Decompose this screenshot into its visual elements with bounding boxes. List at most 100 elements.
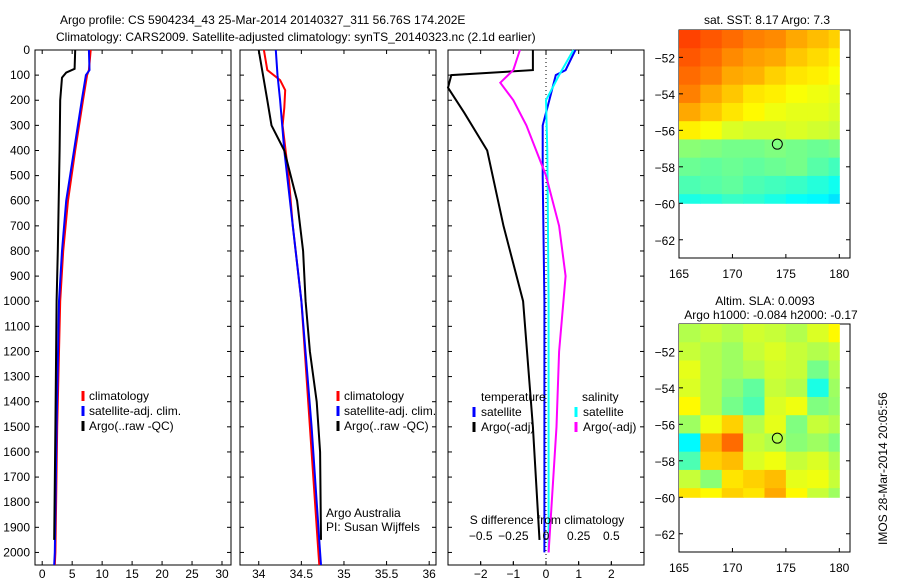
x-tick-label: 34.5 (290, 567, 314, 580)
heatmap-cell (764, 324, 787, 343)
heatmap-cell (743, 433, 765, 453)
plot-axes-1 (34, 49, 232, 566)
heatmap-cell (807, 342, 830, 361)
lon-tick-label: 170 (722, 267, 742, 281)
y-tick-label: 800 (10, 244, 30, 258)
heatmap-cell (700, 66, 723, 86)
heatmap-cell (785, 139, 808, 159)
heatmap-cell (785, 157, 808, 177)
heatmap-cell (764, 378, 787, 398)
heatmap-cell (700, 469, 723, 489)
heatmap-cell (807, 378, 830, 398)
heatmap-cell (743, 48, 765, 67)
heatmap-cell (764, 194, 787, 204)
heatmap-cell (721, 396, 744, 416)
heatmap-cell (828, 121, 840, 140)
heatmap-cell (764, 175, 787, 195)
x2-tick-label: 0 (543, 529, 550, 543)
lat-tick-label: −54 (655, 382, 676, 396)
lon-tick-label: 165 (669, 561, 689, 575)
heatmap-cell (828, 396, 840, 416)
y-tick-label: 500 (10, 169, 30, 183)
heatmap-cell (743, 324, 765, 343)
heatmap-cell (700, 102, 723, 122)
y-tick-label: 900 (10, 269, 30, 283)
heatmap-cell (700, 139, 723, 159)
heatmap-cell (721, 488, 744, 498)
lat-tick-label: −52 (655, 51, 676, 65)
legend-label: satellite (481, 405, 522, 419)
heatmap-cell (785, 415, 808, 434)
heatmap-cell (785, 84, 808, 104)
y-tick-label: 1400 (3, 395, 30, 409)
heatmap-cell (721, 157, 744, 177)
y-tick-label: 1100 (4, 319, 30, 333)
heatmap-cell (700, 342, 723, 361)
heatmap-cell (700, 84, 723, 104)
heatmap-cell (679, 194, 701, 204)
series-line-satellite-adj-clim- (274, 49, 322, 566)
heatmap-cell (721, 415, 744, 434)
heatmap-cell (721, 121, 744, 140)
heatmap-cell (721, 342, 744, 361)
heatmap-cell (700, 30, 723, 49)
heatmap-cell (807, 324, 830, 343)
heatmap-cell (828, 469, 840, 489)
heatmap-cell (828, 66, 840, 86)
lat-tick-label: −60 (655, 197, 676, 211)
heatmap-cell (785, 194, 808, 204)
x-tick-label: 2 (608, 567, 615, 580)
heatmap-cell (679, 469, 701, 489)
heatmap-cell (721, 66, 744, 86)
heatmap-cell (785, 396, 808, 416)
heatmap-cell (743, 30, 765, 49)
heatmap-cell (721, 469, 744, 489)
heatmap-cell (700, 157, 723, 177)
lat-tick-label: −58 (655, 161, 676, 175)
plot-axes-2 (239, 49, 437, 566)
lat-tick-label: −62 (655, 528, 676, 542)
heatmap-cell (700, 378, 723, 398)
lon-tick-label: 175 (776, 561, 796, 575)
heatmap-cell (828, 433, 840, 453)
heatmap-cell (764, 84, 787, 104)
heatmap-cell (785, 324, 808, 343)
legend-label: Argo(-adj) (481, 420, 534, 434)
argo-location-marker (771, 432, 783, 444)
heatmap-cell (679, 30, 701, 49)
heatmap-cell (743, 378, 765, 398)
heatmap-cell (828, 342, 840, 361)
heatmap-cell (679, 433, 701, 453)
heatmap-cell (764, 121, 787, 140)
y-tick-label: 600 (10, 194, 30, 208)
x2-axis-label: S difference from climatology (470, 513, 625, 527)
x-tick-label: −2 (474, 567, 488, 580)
heatmap-cell (764, 488, 787, 498)
heatmap-cell (828, 175, 840, 195)
heatmap-cell (679, 175, 701, 195)
imos-timestamp: IMOS 28-Mar-2014 20:05:56 (876, 392, 890, 545)
x2-tick-label: −0.5 (469, 529, 493, 543)
series-line-argo-raw-qc- (53, 49, 77, 540)
heatmap-cell (679, 451, 701, 471)
heatmap-cell (700, 396, 723, 416)
legend-title-salinity: salinity (582, 390, 619, 404)
x-tick-label: 10 (95, 567, 109, 580)
heatmap-cell (828, 451, 840, 471)
heatmap-cell (679, 139, 701, 159)
heatmap-cell (764, 415, 787, 434)
map-subtitle: Argo h1000: -0.084 h2000: -0.17 (684, 308, 858, 322)
heatmap-cell (743, 157, 765, 177)
heatmap-cell (679, 488, 701, 498)
heatmap-cell (743, 360, 765, 380)
heatmap-cell (785, 48, 808, 67)
legend-label: Argo(..raw -QC) (344, 419, 429, 433)
heatmap-cell (700, 324, 723, 343)
heatmap-cell (785, 102, 808, 122)
x2-tick-label: 0.5 (603, 529, 620, 543)
x-tick-label: 25 (185, 567, 199, 580)
legend-label: climatology (89, 389, 149, 403)
heatmap-cell (764, 396, 787, 416)
heatmap-cell (785, 121, 808, 140)
heatmap-cell (700, 451, 723, 471)
